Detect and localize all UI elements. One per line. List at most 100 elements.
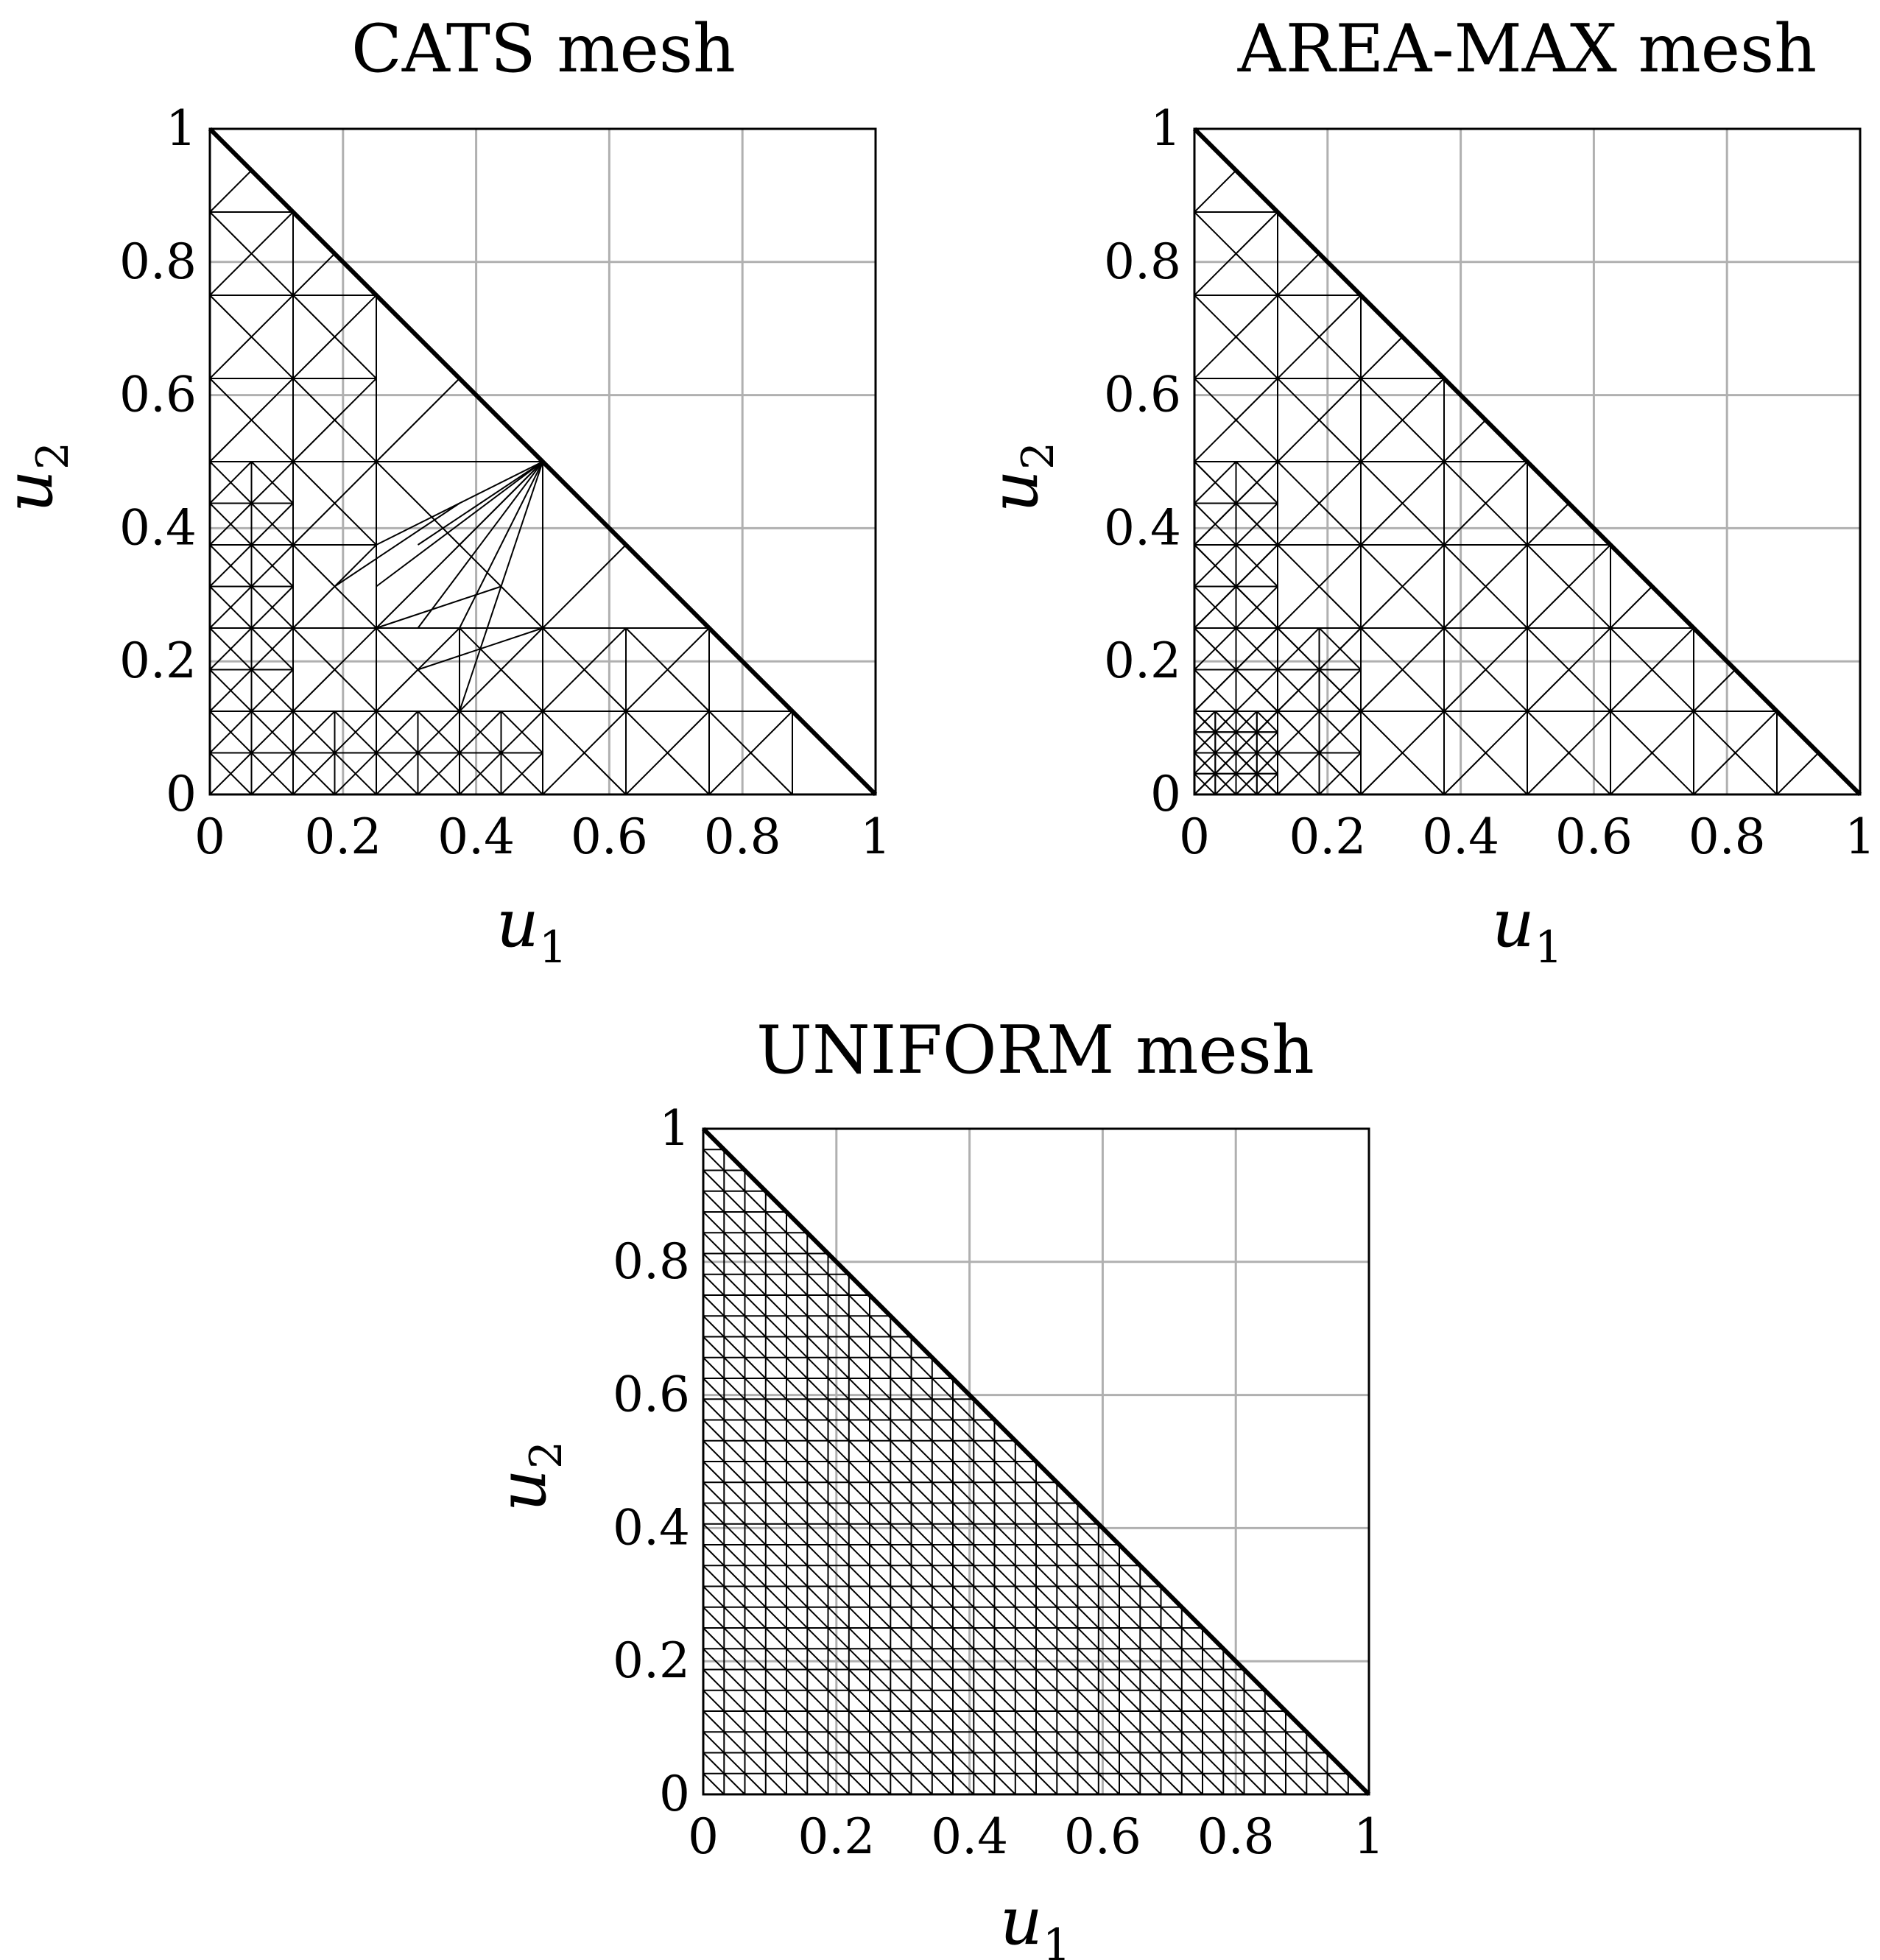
areamax-mesh-edge	[1204, 741, 1217, 754]
areamax-mesh-edge	[1693, 752, 1736, 795]
areamax-mesh-edge	[1194, 169, 1237, 213]
areamax-mesh-y-axis-letter: u	[976, 470, 1053, 512]
areamax-mesh-edge	[1485, 461, 1528, 504]
areamax-mesh-edge	[1225, 783, 1237, 795]
areamax-mesh-edge	[1277, 461, 1320, 504]
areamax-mesh-edge	[1194, 783, 1205, 795]
cats-mesh-edge	[334, 752, 356, 775]
areamax-mesh-edge	[1485, 711, 1528, 754]
cats-mesh-x-axis-subscript: 1	[539, 922, 567, 973]
cats-mesh-edge	[250, 211, 294, 255]
areamax-mesh-edge	[1204, 711, 1217, 722]
areamax-mesh-edge	[1194, 295, 1237, 338]
areamax-mesh-x-tick-label: 0.2	[1289, 808, 1366, 865]
areamax-mesh-edge	[1401, 669, 1445, 712]
cats-mesh-edge	[521, 731, 543, 754]
cats-mesh-edge	[209, 253, 253, 296]
areamax-mesh-edge	[1194, 690, 1217, 712]
areamax-mesh-edge	[1298, 711, 1320, 733]
cats-mesh-edge	[292, 336, 336, 379]
cats-mesh-edge	[292, 711, 315, 733]
uniform-mesh-x-tick-label: 0.4	[931, 1808, 1008, 1865]
cats-mesh-x-tick-label: 0	[194, 808, 225, 865]
cats-mesh-edge	[272, 482, 294, 504]
areamax-mesh-edge	[1298, 773, 1320, 795]
areamax-mesh-edge	[1298, 648, 1320, 671]
uniform-mesh-edge	[703, 1565, 933, 1795]
uniform-mesh-edge	[703, 1440, 1058, 1795]
cats-mesh-edge	[542, 752, 585, 795]
cats-mesh-edge	[230, 731, 253, 754]
areamax-mesh-edge	[1277, 731, 1300, 754]
cats-mesh-edge	[292, 669, 336, 712]
uniform-mesh-edge	[703, 1544, 954, 1795]
areamax-mesh-edge	[1194, 762, 1205, 775]
uniform-mesh-edge	[703, 1690, 809, 1795]
cats-mesh-edge	[376, 461, 543, 588]
areamax-mesh-edge	[1214, 627, 1237, 650]
cats-mesh-edge	[521, 752, 543, 775]
cats-mesh-y-axis-letter: u	[0, 470, 68, 512]
areamax-mesh-edge	[1298, 690, 1320, 712]
cats-mesh-edge	[230, 690, 253, 712]
areamax-mesh-edge	[1256, 502, 1278, 525]
areamax-mesh-edge	[1245, 711, 1258, 722]
cats-mesh-edge	[250, 607, 273, 629]
cats-mesh-edge	[334, 336, 377, 379]
areamax-mesh-edge	[1443, 627, 1487, 671]
cats-mesh-edge	[750, 752, 793, 795]
uniform-mesh-edge	[703, 1232, 1266, 1795]
cats-mesh-edge	[250, 669, 273, 691]
areamax-mesh-edge	[1318, 336, 1362, 379]
areamax-mesh-edge	[1245, 773, 1258, 785]
areamax-mesh-edge	[1298, 669, 1320, 691]
areamax-mesh-edge	[1256, 741, 1268, 754]
areamax-mesh-edge	[1214, 607, 1237, 629]
areamax-mesh-x-tick-label: 0.8	[1689, 808, 1766, 865]
cats-mesh-edge	[334, 295, 377, 338]
cats-mesh-edge	[292, 752, 315, 775]
areamax-mesh-edge	[1204, 762, 1217, 775]
cats-mesh-edge	[625, 752, 669, 795]
areamax-mesh-edge	[1443, 461, 1487, 504]
cats-mesh-edge	[250, 544, 273, 567]
areamax-mesh-edge	[1194, 731, 1205, 744]
areamax-mesh-edge	[1527, 502, 1570, 546]
uniform-mesh-edge	[703, 1357, 1141, 1795]
uniform-mesh-edge	[703, 1668, 829, 1795]
uniform-mesh-x-tick-label: 1	[1353, 1808, 1384, 1865]
areamax-mesh-edge	[1693, 669, 1736, 712]
cats-mesh-edge	[230, 461, 253, 484]
cats-mesh-edge	[209, 731, 232, 754]
areamax-mesh-edge	[1277, 752, 1300, 775]
cats-mesh-edge	[376, 544, 460, 629]
areamax-mesh-edge	[1214, 783, 1227, 795]
areamax-mesh-edge	[1277, 295, 1320, 338]
cats-mesh-edge	[250, 711, 273, 733]
areamax-mesh-edge	[1194, 585, 1217, 608]
areamax-mesh-hypotenuse	[1192, 127, 1862, 797]
areamax-mesh-edge	[1267, 773, 1278, 785]
cats-mesh-y-tick-label: 0.8	[119, 233, 197, 290]
areamax-mesh-edge	[1485, 585, 1528, 629]
cats-mesh-edge	[209, 752, 232, 775]
uniform-mesh-edge	[703, 1211, 1286, 1795]
cats-mesh-edge	[250, 585, 273, 608]
areamax-mesh-edge	[1360, 752, 1404, 795]
cats-mesh-edge	[583, 711, 627, 754]
cats-mesh-edge	[250, 482, 273, 504]
cats-mesh-panel: CATS mesh 0 0.2 0.4 0.6 0.8 1 0 0.2 0.4 …	[0, 10, 891, 973]
areamax-mesh-edge	[1318, 773, 1341, 795]
areamax-mesh-y-tick-label: 0.4	[1104, 499, 1181, 556]
cats-mesh-edge	[666, 752, 710, 795]
cats-mesh-edge	[209, 585, 232, 608]
areamax-mesh-edge	[1235, 336, 1278, 379]
cats-mesh-edge	[334, 419, 377, 462]
areamax-mesh-edge	[1693, 711, 1736, 754]
cats-mesh-y-tick-label: 0	[166, 766, 197, 822]
areamax-mesh-edge	[1443, 711, 1487, 754]
cats-mesh-edge	[708, 752, 752, 795]
cats-mesh-title: CATS mesh	[351, 10, 736, 88]
cats-mesh-edge	[250, 731, 273, 754]
areamax-mesh-edge	[1610, 627, 1653, 671]
